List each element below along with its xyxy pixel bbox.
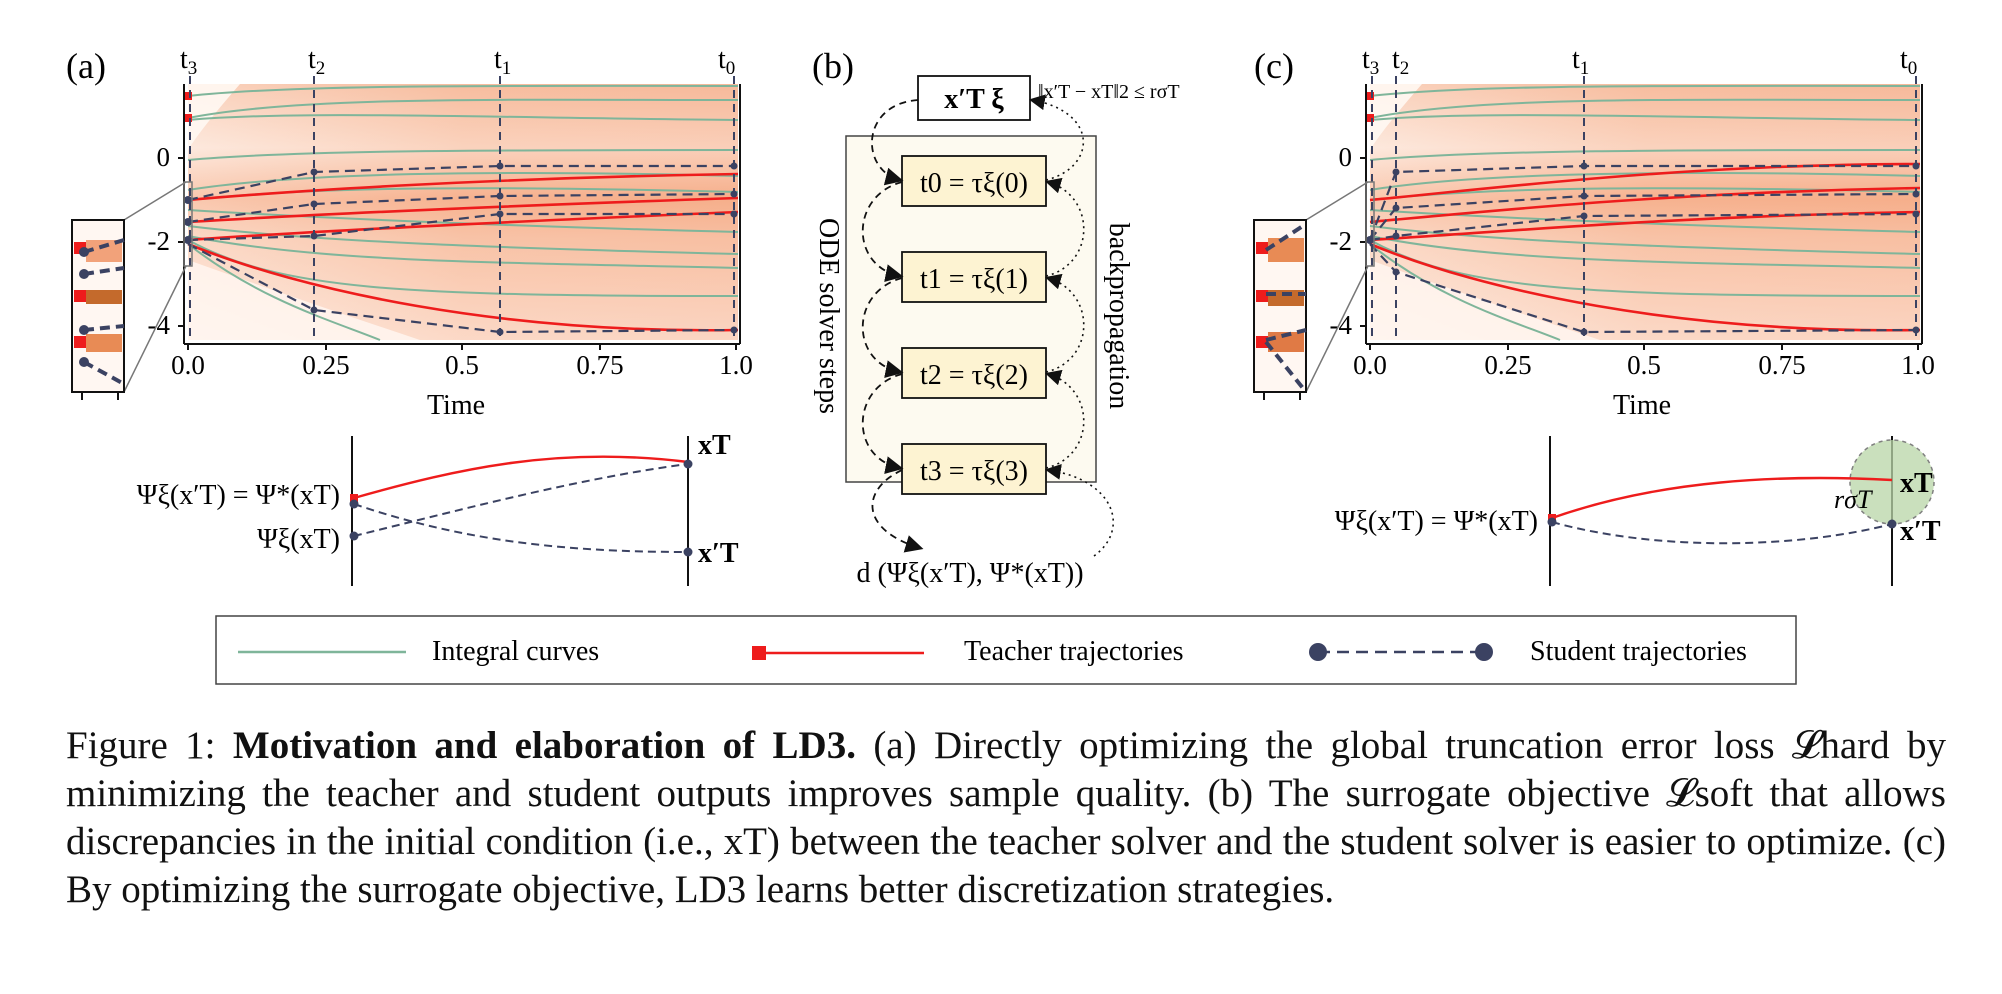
svg-text:0.0: 0.0 [1353, 350, 1387, 380]
svg-text:0.0: 0.0 [171, 350, 205, 380]
svg-text:-4: -4 [1330, 310, 1353, 340]
svg-text:t1: t1 [1572, 44, 1589, 79]
svg-text:0: 0 [157, 142, 171, 172]
student-trajectories-c [1368, 164, 1917, 334]
student-trajectories-a [187, 164, 735, 334]
forward-arrows [861, 99, 924, 553]
step-boxes: t0 = τξ(0) t1 = τξ(1) t2 = τξ(2) t3 = τξ… [901, 155, 1047, 495]
legend-student-label: Student trajectories [1530, 636, 1747, 667]
svg-text:t3: t3 [1362, 44, 1379, 79]
figure-caption: Figure 1: Motivation and elaboration of … [66, 722, 1946, 914]
y-ticks-c: 0 -2 -4 [1330, 142, 1353, 340]
svg-text:0.75: 0.75 [576, 350, 623, 380]
svg-text:-2: -2 [148, 226, 171, 256]
svg-text:t2 = τξ(2): t2 = τξ(2) [920, 360, 1028, 391]
schematic-c-xt: xT [1900, 468, 1933, 499]
time-lines-a [189, 76, 735, 340]
svg-text:t2: t2 [1392, 44, 1409, 79]
backprop-arrows [1028, 94, 1114, 557]
radius-label: rσT [1834, 485, 1873, 514]
svg-text:1.0: 1.0 [719, 350, 753, 380]
student-points-c [1366, 162, 1920, 336]
schematic-c-left-label: Ψξ(x′T) = Ψ*(xT) [1335, 506, 1538, 537]
panel-a-label: (a) [66, 46, 106, 86]
svg-text:1.0: 1.0 [1901, 350, 1935, 380]
legend-box [215, 615, 1797, 685]
time-label-t0: t0 [718, 44, 735, 79]
panel-b-label: (b) [812, 46, 854, 86]
panel-c-label: (c) [1254, 46, 1294, 86]
panel-c-time-labels: t3 t2 t1 t0 [1362, 44, 1917, 79]
y-ticks-a: 0 -2 -4 [148, 142, 171, 340]
svg-text:0.75: 0.75 [1758, 350, 1805, 380]
figure: (a) t3 t2 t1 t0 [66, 44, 1941, 685]
panel-b: (b) x′T ξ ‖x′T − xT‖2 ≤ rσT t0 = τξ(0) t… [812, 46, 1180, 589]
teacher-trajectories-a [187, 172, 739, 332]
zoom-inset-c [1253, 181, 1375, 400]
legend-integral-label: Integral curves [432, 636, 599, 667]
distance-label: d (Ψξ(x′T), Ψ*(xT)) [856, 558, 1083, 589]
x-label-c: Time [1613, 390, 1671, 421]
step-box-0 [901, 155, 1047, 207]
legend-teacher-marker [752, 646, 766, 660]
caption-prefix: Figure 1: [66, 724, 233, 767]
svg-text:-4: -4 [148, 310, 171, 340]
constraint-label: ‖x′T − xT‖2 ≤ rσT [1038, 81, 1180, 103]
schematic-c: Ψξ(x′T) = Ψ*(xT) xT x′T rσT [1335, 436, 1941, 586]
backprop-label: backpropagation [1103, 223, 1134, 410]
schematic-a-xt-prime: x′T [698, 538, 739, 569]
schematic-a-xt: xT [698, 430, 731, 461]
x-label-a: Time [427, 390, 485, 421]
x-ticks-a: 0.0 0.25 0.5 0.75 1.0 [171, 350, 753, 380]
schematic-a: Ψξ(x′T) = Ψ*(xT) Ψξ(xT) xT x′T [137, 430, 739, 586]
svg-text:0.25: 0.25 [1484, 350, 1531, 380]
svg-text:0.25: 0.25 [302, 350, 349, 380]
schematic-c-xt-prime: x′T [1900, 516, 1941, 547]
caption-body: (a) Directly optimizing the global trunc… [66, 724, 1946, 911]
x-ticks-c: 0.0 0.25 0.5 0.75 1.0 [1353, 350, 1935, 380]
legend-student-dot-right [1475, 643, 1493, 661]
svg-text:0.5: 0.5 [445, 350, 479, 380]
time-label-t1: t1 [494, 44, 511, 79]
panel-a-time-labels: t3 t2 t1 t0 [180, 44, 735, 79]
panel-a: (a) t3 t2 t1 t0 [66, 44, 753, 586]
top-box-label: x′T ξ [944, 84, 1004, 115]
time-lines-c [1371, 76, 1917, 340]
schematic-a-bottom-label: Ψξ(xT) [257, 524, 340, 555]
svg-text:t0 = τξ(0): t0 = τξ(0) [920, 168, 1028, 199]
step-box-2 [901, 347, 1047, 399]
time-label-t3: t3 [180, 44, 197, 79]
svg-text:t0: t0 [1900, 44, 1917, 79]
svg-text:0.5: 0.5 [1627, 350, 1661, 380]
svg-text:t1 = τξ(1): t1 = τξ(1) [920, 264, 1028, 295]
schematic-a-top-label: Ψξ(x′T) = Ψ*(xT) [137, 480, 340, 511]
legend-student-dot-left [1309, 643, 1327, 661]
svg-text:t3 = τξ(3): t3 = τξ(3) [920, 456, 1028, 487]
caption-bold: Motivation and elaboration of LD3. [232, 724, 856, 767]
ode-solver-label: ODE solver steps [813, 218, 844, 414]
zoom-inset-a [71, 181, 193, 400]
legend: Integral curves Teacher trajectories Stu… [215, 615, 1797, 685]
top-box [917, 75, 1031, 121]
legend-teacher-label: Teacher trajectories [964, 636, 1184, 667]
svg-text:0: 0 [1339, 142, 1353, 172]
panel-c: (c) t3 t2 t1 t0 [1253, 44, 1941, 586]
step-box-3 [901, 443, 1047, 495]
svg-text:-2: -2 [1330, 226, 1353, 256]
time-label-t2: t2 [308, 44, 325, 79]
